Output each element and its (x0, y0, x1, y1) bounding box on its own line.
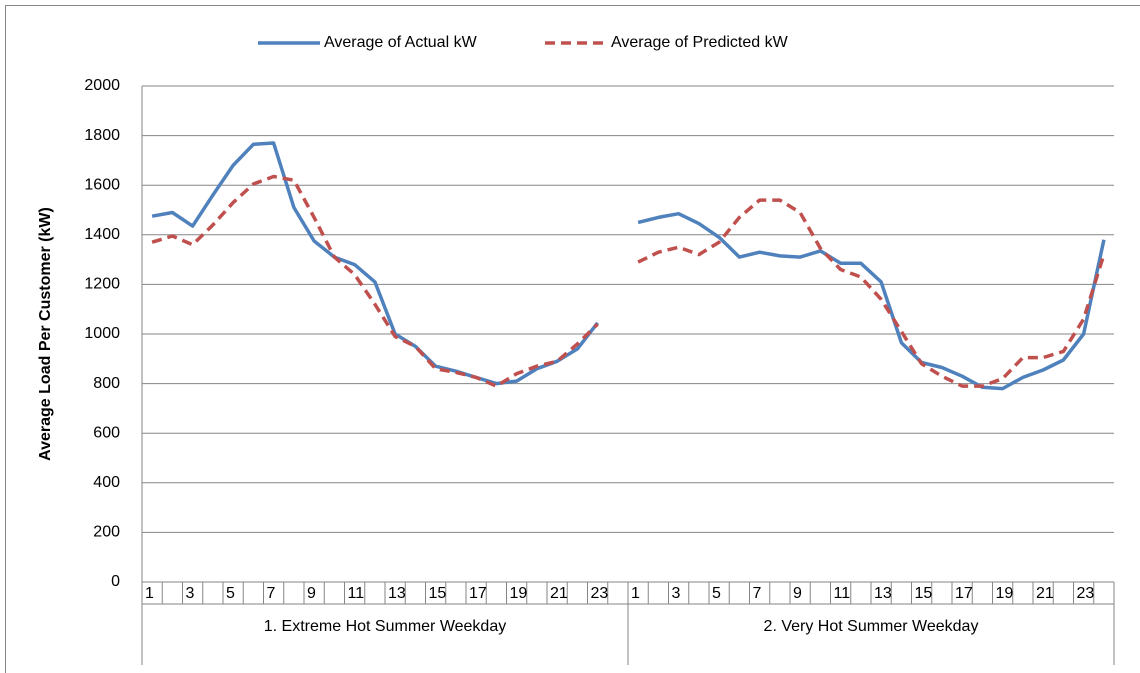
y-tick-label: 1200 (84, 276, 120, 293)
y-tick-label: 1800 (84, 127, 120, 144)
x-tick-label: 17 (955, 585, 973, 602)
x-tick-label: 11 (834, 585, 851, 602)
legend-label: Average of Actual kW (324, 34, 478, 51)
y-tick-label: 400 (93, 474, 120, 491)
series-line (151, 141, 1106, 391)
x-tick-label: 19 (510, 585, 528, 602)
y-tick-label: 600 (93, 424, 120, 441)
y-tick-label: 1400 (84, 226, 120, 243)
x-tick-label: 19 (996, 585, 1014, 602)
chart-frame (5, 5, 1140, 673)
y-axis-label: Average Load Per Customer (kW) (37, 207, 54, 461)
x-tick-label: 9 (793, 585, 802, 602)
x-tick-label: 5 (226, 585, 235, 602)
series-line (151, 174, 1106, 388)
x-tick-label: 13 (874, 585, 892, 602)
x-tick-label: 3 (672, 585, 681, 602)
x-tick-label: 5 (712, 585, 721, 602)
x-tick-label: 9 (307, 585, 316, 602)
x-tick-label: 7 (753, 585, 762, 602)
x-tick-label: 15 (429, 585, 447, 602)
x-tick-label: 17 (469, 585, 487, 602)
x-tick-label: 1 (145, 585, 154, 602)
y-tick-label: 200 (93, 524, 120, 541)
x-tick-label: 21 (1036, 585, 1054, 602)
y-tick-label: 800 (93, 375, 120, 392)
group-label: 1. Extreme Hot Summer Weekday (264, 618, 506, 635)
y-tick-label: 1600 (84, 176, 120, 193)
x-tick-label: 15 (915, 585, 933, 602)
x-tick-label: 13 (388, 585, 406, 602)
x-tick-label: 21 (550, 585, 568, 602)
y-tick-label: 2000 (84, 77, 120, 94)
x-tick-label: 7 (267, 585, 276, 602)
x-tick-label: 23 (1077, 585, 1095, 602)
legend-label: Average of Predicted kW (611, 34, 789, 51)
x-tick-label: 11 (348, 585, 365, 602)
x-tick-label: 23 (591, 585, 609, 602)
x-tick-label: 3 (186, 585, 195, 602)
x-tick-label: 1 (631, 585, 640, 602)
y-tick-label: 0 (111, 573, 120, 590)
group-label: 2. Very Hot Summer Weekday (764, 618, 979, 635)
y-tick-label: 1000 (84, 325, 120, 342)
